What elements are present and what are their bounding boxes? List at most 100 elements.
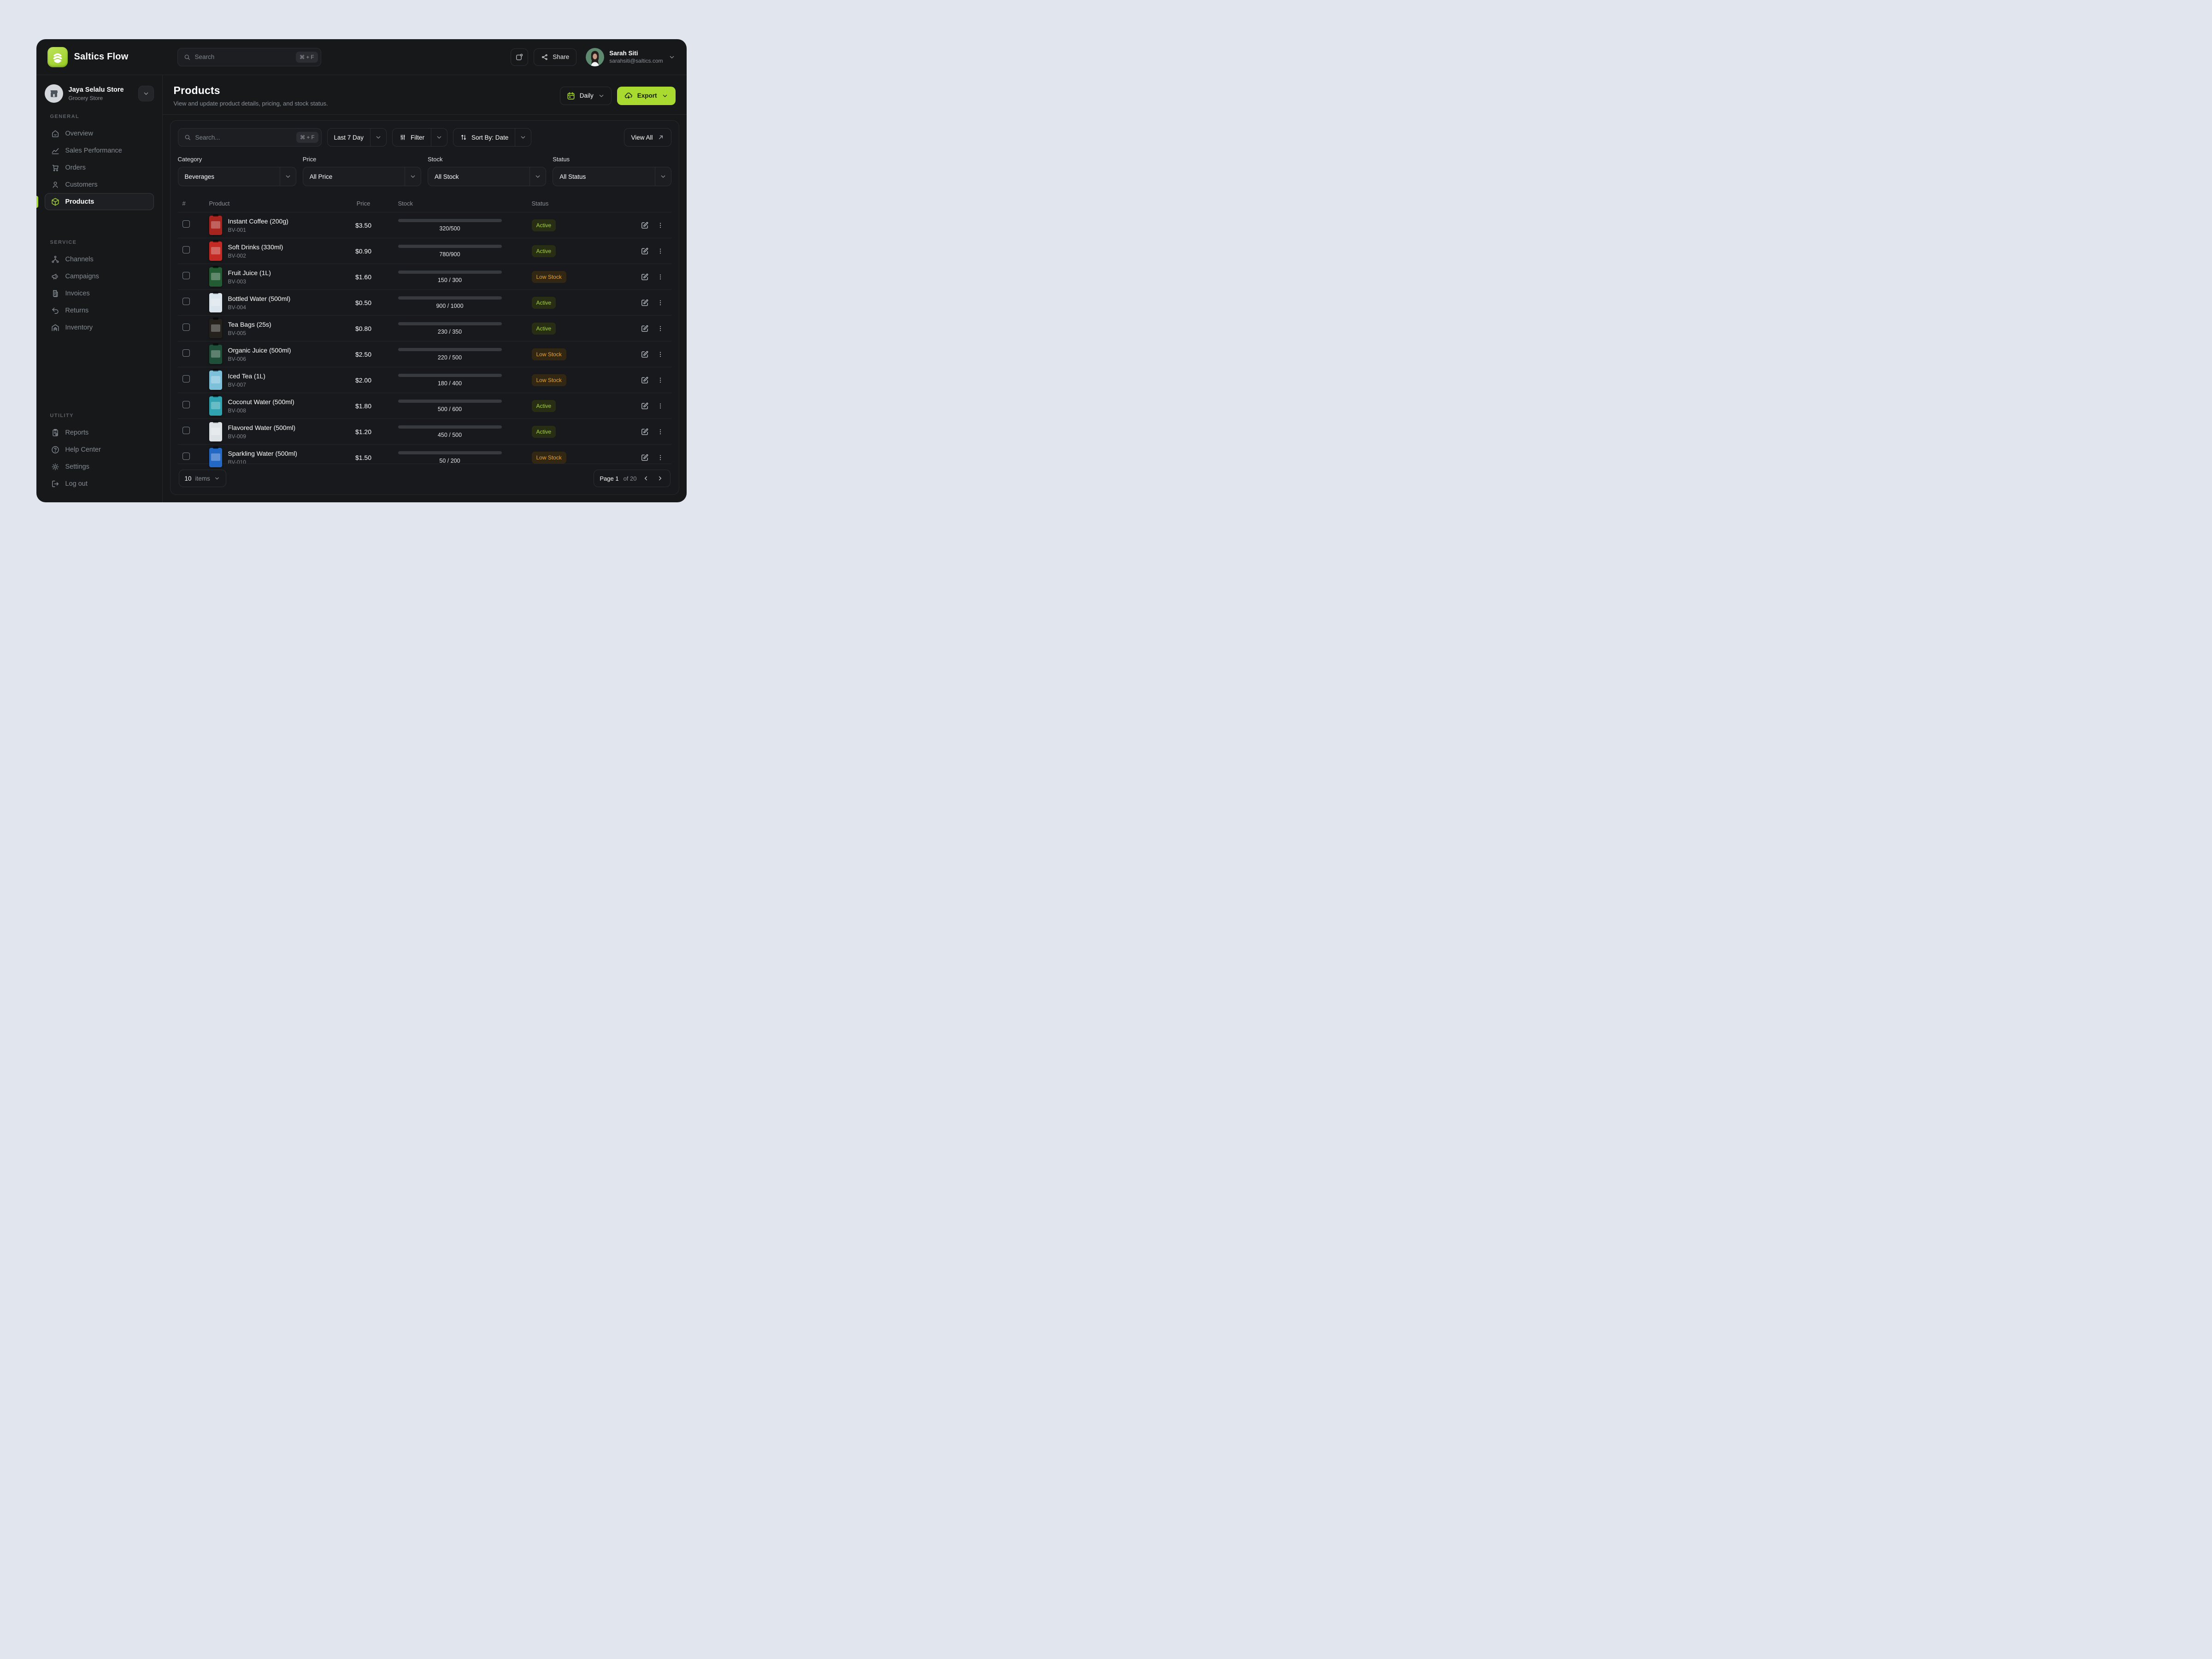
date-range-dropdown[interactable]: Last 7 Day [327,128,387,147]
stock-bar [398,399,502,403]
row-checkbox[interactable] [182,375,190,382]
sidebar-item-reports[interactable]: Reports [45,424,154,441]
export-button[interactable]: Export [617,86,676,105]
filter-selects: Category Beverages Price All Price Stock… [177,156,671,186]
col-product: Product [209,200,230,207]
table-row: Coconut Water (500ml) BV-008 $1.80 500 /… [177,393,671,418]
row-menu-button[interactable] [657,428,664,435]
sidebar: Jaya Selalu Store Grocery Store GENERAL … [36,75,163,502]
filter-select-price[interactable]: All Price [302,167,421,186]
stock-label: 180 / 400 [437,380,462,387]
chevron-down-icon [371,129,386,146]
items-per-page-dropdown[interactable]: 10 items [178,470,226,487]
stock-bar [398,373,502,377]
product-price: $2.50 [355,350,372,358]
edit-button[interactable] [640,350,649,359]
edit-button[interactable] [640,427,649,436]
sidebar-item-channels[interactable]: Channels [45,251,154,268]
items-count: 10 [184,475,192,482]
filter-select-status[interactable]: All Status [553,167,671,186]
product-image [209,369,222,390]
row-menu-button[interactable] [657,222,664,229]
row-menu-button[interactable] [657,454,664,461]
filter-group-price: Price All Price [302,156,421,186]
stock-label: 150 / 300 [437,276,462,283]
row-checkbox[interactable] [182,272,190,279]
row-menu-button[interactable] [657,273,664,281]
cart-icon [51,163,60,172]
sort-dropdown[interactable]: Sort By: Date [453,128,532,147]
gear-icon [51,462,60,471]
chevron-right-icon [656,475,664,482]
table-search-input[interactable] [195,134,292,141]
status-badge: Low Stock [531,374,566,386]
sidebar-item-returns[interactable]: Returns [45,302,154,319]
filter-select-category[interactable]: Beverages [177,167,296,186]
chart-icon [51,146,60,155]
sidebar-item-log-out[interactable]: Log out [45,475,154,492]
product-image [209,420,222,441]
home-icon [51,129,60,138]
product-name: Flavored Water (500ml) [228,424,296,431]
prev-page-button[interactable] [641,474,651,483]
filter-select-stock[interactable]: All Stock [428,167,547,186]
user-menu[interactable]: Sarah Siti sarahsiti@saltics.com [586,47,675,66]
sidebar-item-products[interactable]: Products [44,193,154,210]
row-menu-button[interactable] [657,377,664,384]
edit-button[interactable] [640,401,649,411]
chevron-down-icon [214,475,220,482]
warehouse-icon [51,323,60,332]
sidebar-item-settings[interactable]: Settings [45,458,154,475]
edit-button[interactable] [640,453,649,462]
global-search-input[interactable] [194,53,292,60]
row-checkbox[interactable] [182,220,190,228]
sidebar-item-inventory[interactable]: Inventory [45,319,154,336]
sidebar-item-invoices[interactable]: Invoices [45,285,154,302]
view-all-button[interactable]: View All [624,128,671,147]
product-image [209,446,222,467]
edit-button[interactable] [640,272,649,282]
row-checkbox[interactable] [182,401,190,408]
sidebar-item-overview[interactable]: Overview [45,125,154,142]
cube-icon [51,197,60,206]
edit-button[interactable] [640,376,649,385]
product-sku: BV-008 [228,407,246,414]
stock-bar [398,451,502,454]
row-menu-button[interactable] [657,325,664,332]
next-page-button[interactable] [655,474,665,483]
edit-button[interactable] [640,221,649,230]
filter-dropdown[interactable]: Filter [392,128,448,147]
open-external-button[interactable] [511,48,529,66]
status-badge: Low Stock [531,348,566,360]
row-checkbox[interactable] [182,427,190,434]
row-checkbox[interactable] [182,246,190,253]
sidebar-nav: GENERAL Overview Sales Performance Order… [44,103,154,492]
store-switcher-button[interactable] [138,86,154,101]
chevron-down-icon [598,92,605,100]
chevron-down-icon [431,129,447,146]
sidebar-item-orders[interactable]: Orders [45,159,154,176]
row-menu-button[interactable] [657,402,664,410]
product-sku: BV-004 [228,304,246,311]
col-status: Status [531,200,549,207]
row-menu-button[interactable] [657,247,664,255]
row-checkbox[interactable] [182,298,190,305]
table-row: Fruit Juice (1L) BV-003 $1.60 150 / 300 … [177,264,671,289]
row-checkbox[interactable] [182,324,190,331]
sidebar-item-customers[interactable]: Customers [45,176,154,193]
product-image [209,343,222,364]
row-menu-button[interactable] [657,299,664,306]
period-dropdown[interactable]: Daily [559,86,612,105]
share-button[interactable]: Share [534,48,577,66]
sort-arrows-icon [460,134,467,141]
row-checkbox[interactable] [182,453,190,460]
edit-button[interactable] [640,247,649,256]
edit-button[interactable] [640,324,649,333]
sidebar-item-help-center[interactable]: Help Center [45,441,154,458]
row-menu-button[interactable] [657,351,664,358]
edit-button[interactable] [640,298,649,307]
stock-cell: 780/900 [398,244,532,258]
row-checkbox[interactable] [182,349,190,357]
sidebar-item-sales-performance[interactable]: Sales Performance [45,142,154,159]
sidebar-item-campaigns[interactable]: Campaigns [45,268,154,285]
